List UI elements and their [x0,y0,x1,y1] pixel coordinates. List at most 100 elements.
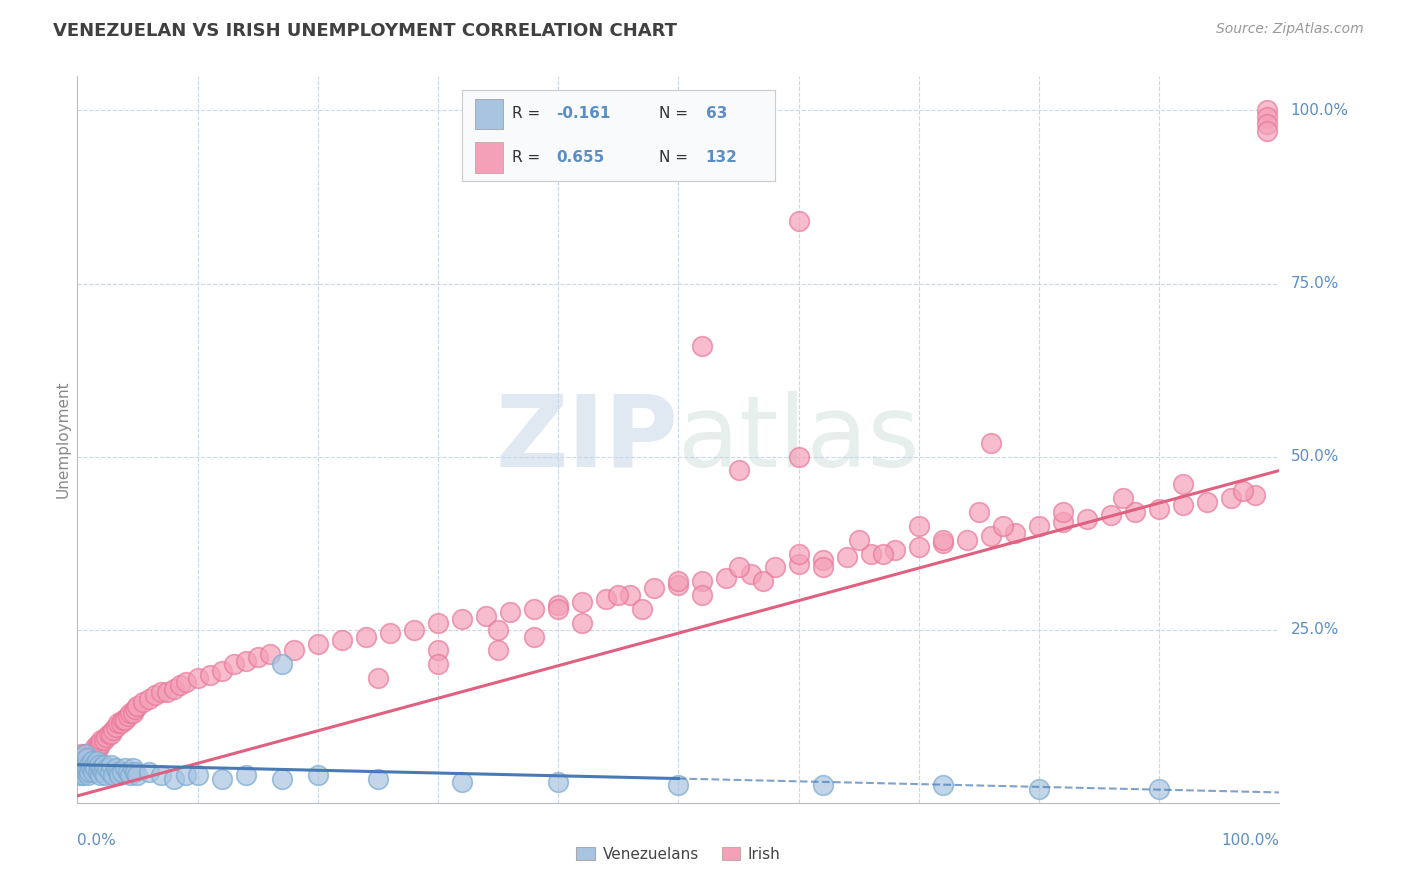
Point [70,757,93,772]
Point [499,606,522,620]
Point [127,768,149,782]
Point [486,623,509,637]
Point [150,685,173,699]
Point [110,716,132,731]
Point [169,678,191,692]
Point [908,519,931,533]
Point [211,772,233,786]
Point [643,581,665,595]
Point [76,751,98,765]
Point [70,761,93,775]
Point [138,692,160,706]
Point [1076,512,1098,526]
Point [692,574,714,589]
Point [80,751,103,765]
Point [69,768,91,782]
Point [1256,103,1278,118]
Point [811,553,834,567]
Point [83,747,105,762]
Point [716,571,738,585]
Point [727,463,749,477]
Point [1256,111,1278,125]
Point [83,757,105,772]
Point [79,757,101,772]
Point [427,643,450,657]
Point [80,754,103,768]
Point [932,536,955,550]
Point [751,574,773,589]
Point [668,578,690,592]
Text: 0.0%: 0.0% [77,833,117,848]
Point [859,547,882,561]
Point [79,761,101,775]
Point [222,657,245,672]
Point [114,713,136,727]
Point [100,757,122,772]
Point [956,533,979,547]
Point [1244,488,1267,502]
Point [307,768,329,782]
Point [107,764,129,779]
Point [1197,494,1219,508]
Point [156,685,179,699]
Point [872,547,894,561]
Point [283,643,305,657]
Point [121,706,143,720]
Point [1004,525,1026,540]
Point [668,574,690,589]
Point [451,612,474,626]
Point [740,567,762,582]
Point [79,764,101,779]
Point [174,768,197,782]
Point [97,726,120,740]
Point [259,647,281,661]
Point [967,505,990,519]
Point [67,764,90,779]
Point [69,751,91,765]
Point [270,657,292,672]
Point [93,757,115,772]
Point [378,626,401,640]
Point [145,689,167,703]
Point [787,450,810,464]
Point [811,560,834,574]
Point [246,650,269,665]
Point [98,764,121,779]
Legend: Venezuelans, Irish: Venezuelans, Irish [571,840,786,868]
Point [96,730,118,744]
Point [908,540,931,554]
Point [1052,505,1074,519]
Point [138,764,160,779]
Point [787,547,810,561]
Point [124,702,146,716]
Point [980,435,1002,450]
Point [107,716,129,731]
Point [787,557,810,571]
Point [90,733,112,747]
Point [235,768,257,782]
Point [186,768,209,782]
Point [668,779,690,793]
Point [727,560,749,574]
Point [75,751,97,765]
Point [72,768,94,782]
Point [835,549,858,564]
Text: 25.0%: 25.0% [1291,623,1339,637]
Point [111,713,134,727]
Point [571,595,593,609]
Point [75,757,97,772]
Point [427,615,450,630]
Point [1112,491,1135,505]
Point [72,754,94,768]
Point [1149,781,1171,796]
Point [571,615,593,630]
Point [631,602,654,616]
Point [67,757,90,772]
Point [486,643,509,657]
Point [427,657,450,672]
Point [523,602,546,616]
Text: 100.0%: 100.0% [1222,833,1279,848]
Point [1173,477,1195,491]
Point [103,768,125,782]
Point [692,588,714,602]
